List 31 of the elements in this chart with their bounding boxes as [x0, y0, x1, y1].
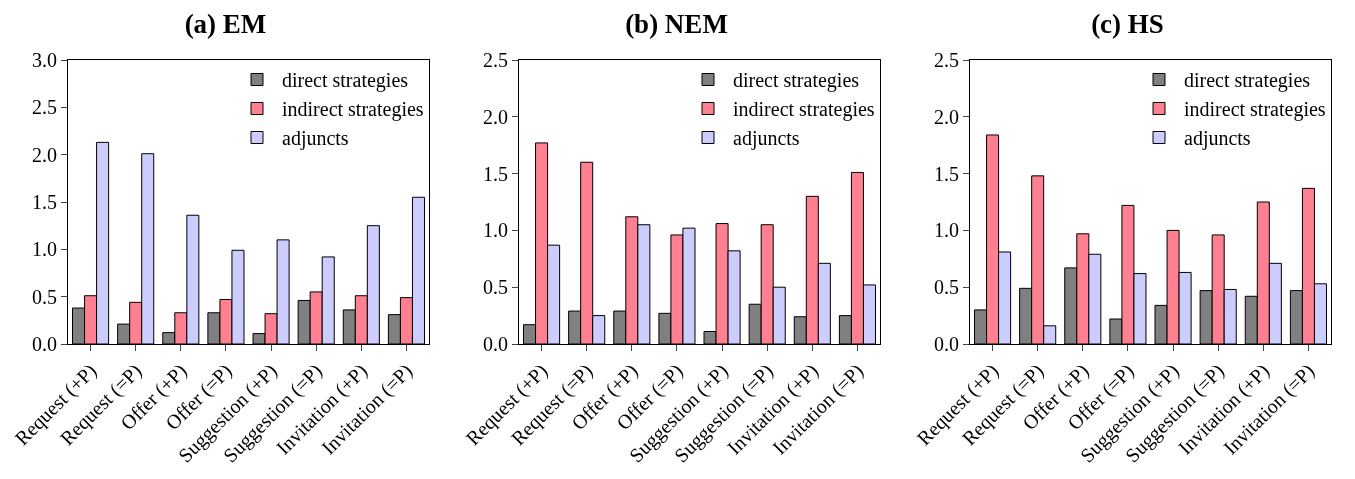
y-tick-label: 2.5	[483, 49, 508, 71]
legend-label: direct strategies	[1184, 69, 1311, 93]
y-tick-label: 1.0	[934, 219, 959, 242]
y-tick-label: 0.5	[934, 276, 959, 299]
y-tick-label: 0.5	[32, 285, 57, 308]
y-tick-label: 1.0	[32, 238, 57, 261]
legend-label: indirect strategies	[733, 98, 875, 122]
legend-label: direct strategies	[282, 69, 409, 93]
y-tick-label: 0.0	[483, 333, 508, 355]
y-tick-label: 2.0	[934, 105, 959, 128]
y-tick-label: 2.0	[32, 143, 57, 166]
chart-title: (a) EM	[184, 9, 267, 40]
y-tick-label: 2.0	[483, 105, 508, 128]
y-tick-label: 0.0	[32, 333, 57, 355]
legend-label: indirect strategies	[1184, 98, 1326, 122]
y-tick-label: 1.5	[32, 191, 57, 213]
legend-label: adjuncts	[1184, 127, 1251, 151]
chart-title: (c) HS	[1091, 9, 1164, 40]
chart-title: (b) NEM	[625, 9, 728, 40]
y-tick-label: 0.0	[934, 333, 959, 355]
legend-label: direct strategies	[733, 69, 860, 93]
y-tick-label: 2.5	[934, 49, 959, 71]
y-tick-label: 1.0	[483, 219, 508, 242]
y-tick-label: 1.5	[934, 162, 959, 185]
legend-label: adjuncts	[733, 127, 800, 151]
legend-label: adjuncts	[282, 127, 349, 151]
legend-label: indirect strategies	[282, 98, 424, 122]
y-tick-label: 1.5	[483, 162, 508, 185]
y-tick-label: 3.0	[32, 49, 57, 71]
y-tick-label: 0.5	[483, 276, 508, 299]
y-tick-label: 2.5	[32, 96, 57, 119]
